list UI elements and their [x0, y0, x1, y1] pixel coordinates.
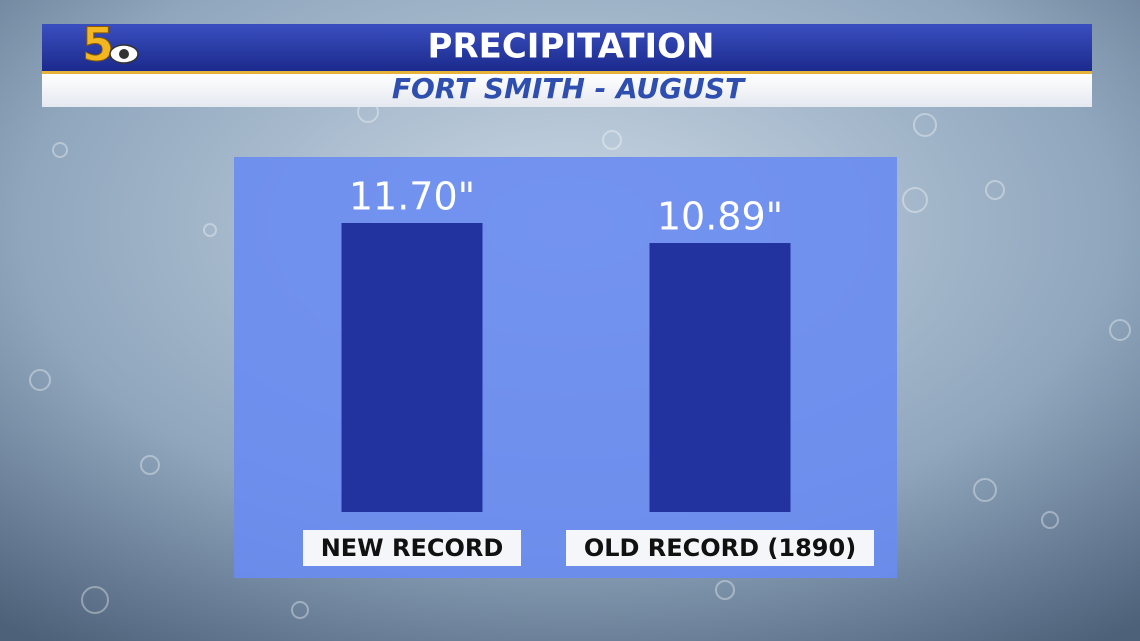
- subheader-band: [42, 74, 1092, 107]
- category-label-box: [566, 530, 874, 566]
- network-eye-pupil: [119, 49, 129, 59]
- rain-drops: [29, 101, 1131, 619]
- chart-subtitle: FORT SMITH - AUGUST: [392, 72, 746, 105]
- header-band: [42, 24, 1092, 71]
- plot: 11.70" NEW RECORD 10.89" OLD RECORD (1890): [303, 175, 874, 566]
- bar: [341, 223, 483, 512]
- chart-title: PRECIPITATION: [428, 27, 715, 67]
- header-rule: [42, 71, 1092, 74]
- category-label: NEW RECORD: [321, 534, 504, 562]
- value-label: 11.70": [349, 175, 475, 219]
- category-label-box: [303, 530, 521, 566]
- station-logo: 5: [82, 18, 114, 72]
- value-label: 10.89": [657, 195, 783, 239]
- category-label: OLD RECORD (1890): [584, 534, 856, 562]
- bar: [649, 243, 791, 512]
- chart-panel: [234, 157, 897, 578]
